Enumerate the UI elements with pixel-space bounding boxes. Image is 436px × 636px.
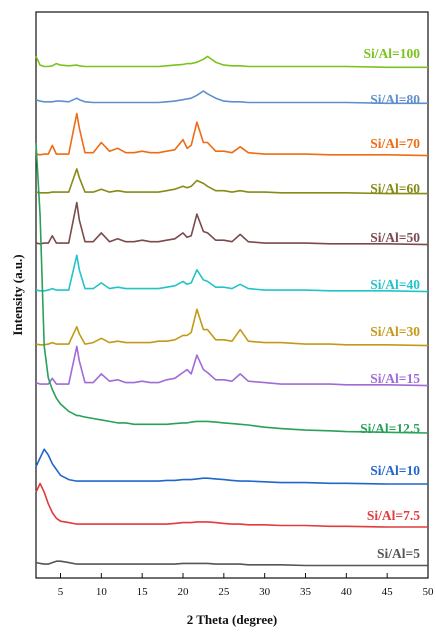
series-labels: Si/Al=100 Si/Al=80 Si/Al=70 Si/Al=60 Si/Al=5… [360,46,420,561]
series-line-11 [35,560,428,567]
series-label-7: Si/Al=15 [370,371,420,386]
x-tick-label-4: 25 [218,586,230,598]
x-tick-label-3: 20 [178,586,190,598]
plot-frame [35,11,429,579]
series-label-2: Si/Al=70 [370,136,420,151]
series-line-7 [35,345,429,387]
series-line-0 [35,55,428,69]
series-label-3: Si/Al=60 [370,181,420,196]
x-axis-ticks: 5 10 15 20 25 30 35 40 45 50 [58,573,434,598]
x-tick-label-2: 15 [137,586,149,598]
x-axis-title: 2 Theta (degree) [187,612,278,627]
series-label-5: Si/Al=40 [370,277,420,292]
series-label-11: Si/Al=5 [377,546,420,561]
series-line-3 [35,168,428,195]
series-label-8: Si/Al=12.5 [360,421,420,436]
series-line-2 [35,112,429,157]
x-tick-label-9: 50 [423,586,435,598]
series-line-10 [35,482,428,528]
series-label-0: Si/Al=100 [364,46,421,61]
series-label-6: Si/Al=30 [370,324,420,339]
series-line-4 [35,201,429,246]
x-tick-label-7: 40 [341,586,353,598]
x-tick-label-8: 45 [382,586,394,598]
series-label-4: Si/Al=50 [370,230,420,245]
series-line-5 [35,254,429,293]
x-tick-label-5: 30 [259,586,271,598]
x-tick-label-6: 35 [300,586,312,598]
y-axis-title: Intensity (a.u.) [10,254,25,335]
x-tick-label-1: 10 [96,586,108,598]
series-label-9: Si/Al=10 [370,463,420,478]
series-label-10: Si/Al=7.5 [367,508,420,523]
series-line-9 [35,448,428,485]
series-line-6 [35,308,429,347]
series-group [35,55,429,567]
series-line-8 [35,142,429,434]
x-tick-label-0: 5 [58,586,64,598]
series-line-1 [35,90,428,105]
series-label-1: Si/Al=80 [370,92,420,107]
